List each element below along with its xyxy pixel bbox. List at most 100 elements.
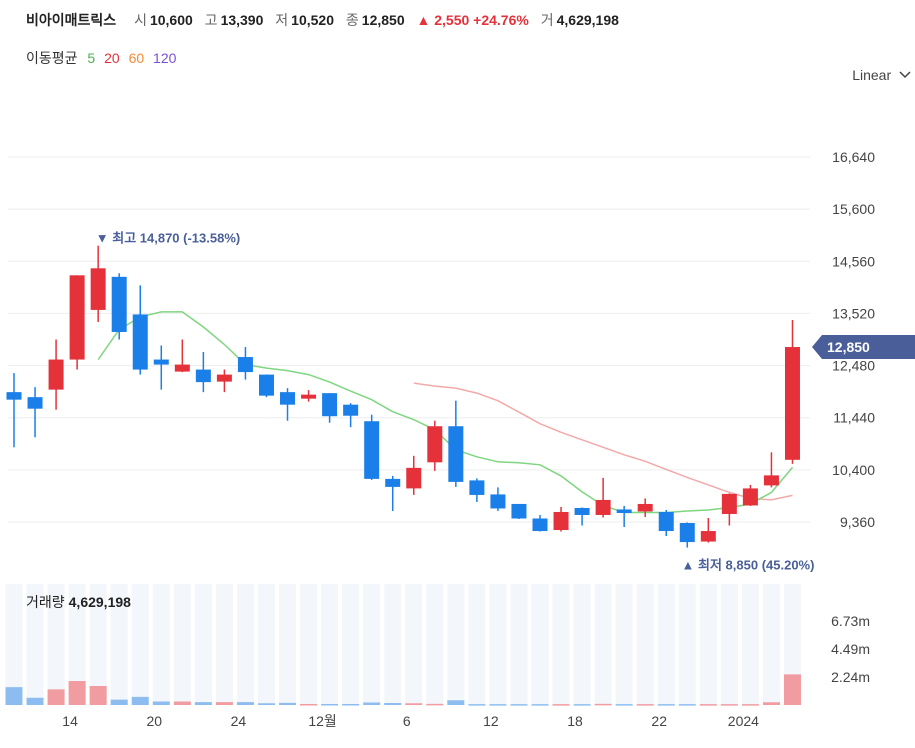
ma-5[interactable]: 5	[87, 50, 96, 66]
volume-bar	[783, 674, 801, 705]
low-annotation: ▲ 최저 8,850 (45.20%)	[682, 558, 815, 573]
volume-panel-label: 거래량 4,629,198	[26, 592, 131, 612]
x-tick-label: 12월	[308, 713, 336, 729]
volume-column	[426, 584, 444, 705]
volume-column	[489, 584, 507, 705]
ma-20[interactable]: 20	[104, 50, 120, 66]
candle	[301, 390, 317, 402]
candle	[27, 387, 43, 438]
volume-columns	[5, 584, 801, 705]
volume-bar	[552, 704, 570, 706]
candle	[153, 345, 169, 390]
candle-body	[742, 488, 758, 506]
volume-bar	[89, 686, 107, 705]
volume-column	[236, 584, 254, 705]
candle-body	[90, 268, 106, 310]
volume-bar	[321, 704, 339, 706]
volume-column	[47, 584, 65, 705]
x-tick-label: 14	[62, 713, 78, 729]
gridlines	[8, 156, 810, 523]
volume-column	[573, 584, 591, 705]
candle-body	[595, 499, 611, 515]
volume-column	[594, 584, 612, 705]
volume-column	[510, 584, 528, 705]
open-value: 10,600	[149, 12, 193, 28]
stock-name: 비아이매트릭스	[26, 12, 117, 28]
candle	[511, 503, 527, 519]
volume-bar	[489, 704, 507, 706]
candle	[69, 275, 85, 370]
candle	[553, 506, 569, 532]
current-price-tag-shape	[812, 335, 915, 360]
y-tick-label: 16,640	[832, 149, 875, 165]
candle	[406, 455, 422, 495]
volume-bar	[405, 703, 423, 705]
volume-bar	[594, 703, 612, 706]
volume-column	[5, 584, 23, 705]
volume-column	[215, 584, 233, 705]
candle	[237, 347, 253, 380]
volume-bar	[699, 704, 717, 706]
x-tick-label: 6	[403, 713, 411, 729]
moving-average-legend: 이동평균 5 20 60 120	[26, 48, 181, 68]
volume-tick-label: 4.49m	[831, 641, 870, 657]
close-label: 종	[345, 12, 359, 28]
low-value: 10,520	[291, 12, 334, 28]
y-tick-label: 10,400	[832, 462, 875, 478]
candle	[427, 420, 443, 471]
volume-bar	[762, 702, 780, 705]
volume-bar	[720, 704, 738, 706]
candle-body	[301, 394, 317, 399]
candle-body	[364, 421, 380, 479]
ma20-line	[413, 382, 793, 501]
volume-bar	[741, 704, 759, 706]
candle	[763, 452, 779, 488]
x-tick-label: 12	[483, 713, 499, 729]
current-price-tag-text: 12,850	[827, 339, 870, 355]
candle-body	[679, 523, 695, 543]
candle-body	[111, 276, 127, 332]
volume-bar	[468, 704, 486, 706]
candle	[637, 498, 653, 517]
candle	[742, 484, 758, 506]
candle	[448, 400, 464, 487]
volume-bar	[300, 704, 318, 706]
volume-column	[68, 584, 86, 705]
candle	[679, 522, 695, 548]
ma5-line	[97, 311, 794, 514]
volume-bar	[573, 704, 591, 706]
volume-bar	[342, 704, 360, 706]
volume-column	[762, 584, 780, 705]
volume-column	[342, 584, 360, 705]
scale-label: Linear	[852, 67, 892, 83]
volume-bar	[236, 702, 254, 705]
scale-selector[interactable]: Linear	[852, 67, 911, 83]
x-tick-label: 24	[231, 713, 247, 729]
candle-body	[48, 359, 64, 390]
ma-120[interactable]: 120	[153, 50, 177, 66]
open-label: 시	[134, 12, 147, 28]
candle	[469, 478, 485, 502]
ma-60[interactable]: 60	[128, 50, 145, 66]
volume-bar	[615, 704, 633, 706]
y-tick-label: 11,440	[833, 410, 875, 426]
y-axis: 16,640 15,600 14,560 13,520 12,480 11,440 10,4…	[832, 149, 875, 530]
candle	[364, 414, 380, 480]
candle	[90, 245, 106, 322]
chevron-down-icon	[899, 71, 911, 79]
volume-column	[26, 584, 44, 705]
candle	[258, 374, 274, 398]
candle	[343, 403, 359, 428]
candle	[111, 273, 127, 340]
volume-column	[321, 584, 339, 705]
candle	[216, 369, 232, 393]
volume-value: 4,629,198	[556, 12, 619, 28]
candle-body	[490, 494, 506, 509]
volume-column	[468, 584, 486, 705]
volume-bar	[510, 704, 528, 706]
candle-body	[322, 393, 338, 417]
close-value: 12,850	[361, 12, 405, 28]
candle-body	[27, 397, 43, 409]
candle-body	[763, 475, 779, 486]
